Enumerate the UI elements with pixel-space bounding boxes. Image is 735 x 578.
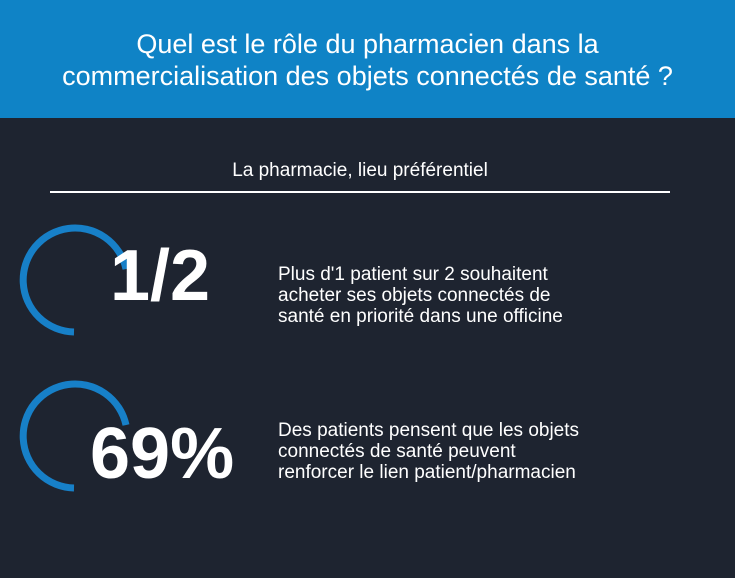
section-subtitle: La pharmacie, lieu préférentiel (232, 160, 488, 181)
stat-description-line: connectés de santé peuvent (278, 441, 516, 462)
progress-ring-icon (19, 224, 130, 336)
stat-description-line: acheter ses objets connectés de (278, 285, 551, 306)
progress-ring-icon (19, 380, 130, 492)
page-title-line-2: commercialisation des objets connectés d… (62, 61, 673, 91)
stat-description-line: Plus d'1 patient sur 2 souhaitent (278, 264, 548, 285)
stat-value: 69% (90, 414, 235, 494)
stat-description: Des patients pensent que les objets conn… (278, 420, 718, 483)
stat-description: Plus d'1 patient sur 2 souhaitent achete… (278, 264, 718, 327)
stat-description-line: santé en priorité dans une officine (278, 306, 563, 327)
section-divider (50, 191, 670, 193)
stat-block-patients-officine: 1/2 Plus d'1 patient sur 2 souhaitent ac… (0, 220, 735, 340)
stat-description-line: renforcer le lien patient/pharmacien (278, 462, 576, 483)
stat-description-line: Des patients pensent que les objets (278, 420, 580, 441)
stat-value: 1/2 (110, 236, 211, 316)
page-title-line-1: Quel est le rôle du pharmacien dans la (136, 29, 599, 59)
stat-block-lien-patient: 69% Des patients pensent que les objets … (0, 376, 735, 496)
page-header: Quel est le rôle du pharmacien dans la c… (0, 0, 735, 118)
